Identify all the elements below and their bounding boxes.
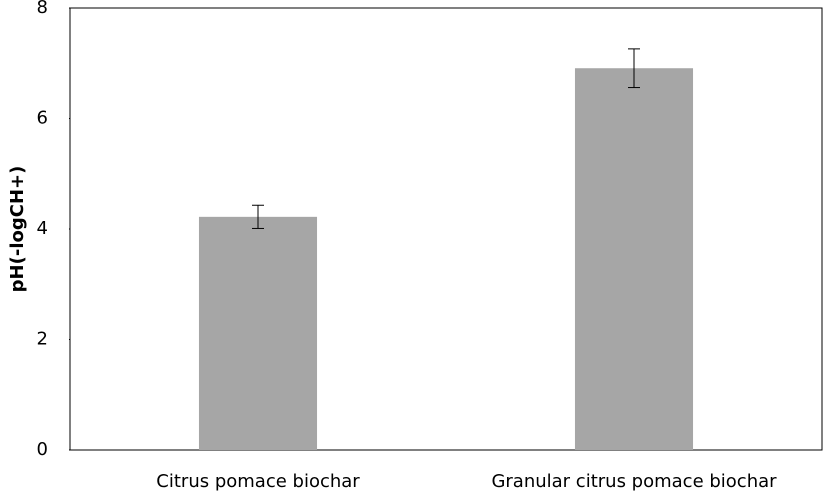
error-bar bbox=[252, 204, 264, 229]
x-tick-label: Granular citrus pomace biochar bbox=[491, 471, 777, 492]
y-tick-label: 4 bbox=[37, 218, 48, 239]
error-bar bbox=[628, 48, 640, 89]
y-tick-label: 2 bbox=[37, 329, 48, 350]
y-tick-label: 8 bbox=[37, 0, 48, 18]
y-tick-label: 0 bbox=[37, 439, 48, 460]
y-axis-label: pH(-logCH+) bbox=[7, 166, 28, 293]
plot-frame bbox=[69, 7, 823, 451]
bar bbox=[198, 216, 318, 450]
x-tick-label: Citrus pomace biochar bbox=[156, 471, 360, 492]
y-tick-label: 6 bbox=[37, 108, 48, 129]
bar bbox=[574, 68, 694, 450]
